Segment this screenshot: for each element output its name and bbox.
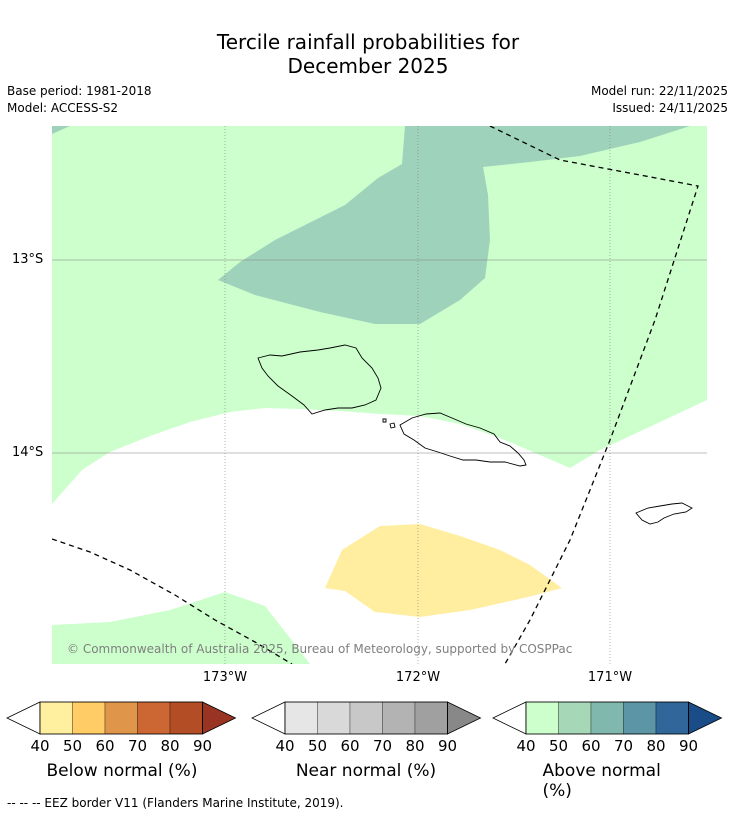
- colorbar-near-segment: [349, 701, 383, 735]
- colorbar-above: 40 50 60 70 80 90: [492, 701, 723, 755]
- colorbar-below: 40 50 60 70 80 90: [6, 701, 237, 755]
- colorbar-below-tick-label: 50: [63, 737, 82, 755]
- meta-left: Base period: 1981-2018 Model: ACCESS-S2: [7, 83, 152, 117]
- colorbar-above-min-triangle: [492, 701, 527, 735]
- copyright-text: © Commonwealth of Australia 2025, Bureau…: [67, 642, 572, 656]
- colorbar-above-tick-label: 40: [516, 737, 535, 755]
- colorbar-below-segment: [137, 701, 171, 735]
- colorbar-above-segment: [558, 701, 592, 735]
- island-small: [382, 418, 396, 429]
- colorbar-below-tick-label: 40: [30, 737, 49, 755]
- colorbar-above-segment: [655, 701, 689, 735]
- colorbar-above-tick-label: 80: [646, 737, 665, 755]
- colorbar-below-tick-label: 90: [193, 737, 212, 755]
- title-line-1: Tercile rainfall probabilities for: [216, 30, 520, 54]
- island-savaii: [257, 344, 382, 415]
- colorbar-above-max-triangle: [688, 701, 723, 735]
- colorbar-near-tick-label: 50: [308, 737, 327, 755]
- colorbar-below-max-triangle: [202, 701, 237, 735]
- colorbar-title-below: Below normal (%): [46, 761, 198, 781]
- coastlines: [257, 344, 693, 525]
- colorbar-near-segment: [382, 701, 416, 735]
- meta-right: Model run: 22/11/2025 Issued: 24/11/2025: [591, 83, 728, 117]
- colorbars-svg: 40 50 60 70 80 90 40 50 60 70 80 90 40 50 60 70 80 90: [6, 701, 723, 755]
- issued-date: Issued: 24/11/2025: [612, 101, 728, 115]
- colorbar-near-segment: [284, 701, 318, 735]
- colorbar-near-tick-label: 70: [373, 737, 392, 755]
- colorbar-below-segment: [169, 701, 203, 735]
- title-line-2: December 2025: [287, 54, 449, 78]
- lon-label-172w: 172°W: [395, 670, 441, 685]
- colorbar-below-min-triangle: [6, 701, 41, 735]
- colorbar-above-tick-label: 90: [679, 737, 698, 755]
- colorbar-near-tick-label: 90: [438, 737, 457, 755]
- graticule: [52, 126, 707, 664]
- colorbar-near-tick-label: 40: [275, 737, 294, 755]
- model-run: Model run: 22/11/2025: [590, 84, 728, 98]
- map-title: Tercile rainfall probabilities for Decem…: [0, 30, 736, 78]
- lon-label-171w: 171°W: [587, 670, 633, 685]
- colorbar-near-segment: [414, 701, 448, 735]
- colorbar-above-segment: [590, 701, 624, 735]
- colorbar-near-max-triangle: [447, 701, 482, 735]
- above-normal-region-corner: [52, 126, 70, 134]
- colorbar-above-tick-label: 60: [581, 737, 600, 755]
- base-period: Base period: 1981-2018: [7, 84, 152, 98]
- colorbar-near-outline: [284, 701, 448, 735]
- colorbar-below-tick-label: 60: [95, 737, 114, 755]
- colorbar-near-tick-label: 80: [405, 737, 424, 755]
- colorbar-above-tick-label: 50: [549, 737, 568, 755]
- colorbar-below-segment: [72, 701, 106, 735]
- lat-label-14s: 14°S: [12, 445, 44, 460]
- colorbar-above-segment: [525, 701, 559, 735]
- colorbar-above-outline: [525, 701, 689, 735]
- above-normal-region-southwest: [52, 592, 310, 664]
- colorbar-near-min-triangle: [251, 701, 286, 735]
- island-upolu: [399, 412, 527, 467]
- eez-footnote: -- -- -- EEZ border V11 (Flanders Marine…: [7, 796, 344, 810]
- above-normal-region-strong: [218, 126, 690, 324]
- model-name: Model: ACCESS-S2: [7, 101, 119, 115]
- colorbar-below-segment: [104, 701, 138, 735]
- eez-border-southwest: [52, 538, 293, 664]
- colorbar-below-tick-label: 70: [128, 737, 147, 755]
- colorbar-title-above: Above normal (%): [542, 761, 661, 801]
- colorbar-title-near: Near normal (%): [295, 761, 437, 781]
- colorbar-near-segment: [317, 701, 351, 735]
- colorbar-below-outline: [39, 701, 203, 735]
- colorbar-near: 40 50 60 70 80 90: [251, 701, 482, 755]
- lat-label-13s: 13°S: [12, 252, 44, 267]
- colorbar-above-segment: [623, 701, 657, 735]
- eez-borders: [52, 126, 699, 664]
- below-normal-region: [325, 524, 562, 617]
- island-tutuila: [635, 502, 693, 525]
- colorbar-near-tick-label: 60: [340, 737, 359, 755]
- colorbar-below-tick-label: 80: [160, 737, 179, 755]
- colorbar-above-tick-label: 70: [614, 737, 633, 755]
- colorbar-below-segment: [39, 701, 73, 735]
- lon-label-173w: 173°W: [202, 670, 248, 685]
